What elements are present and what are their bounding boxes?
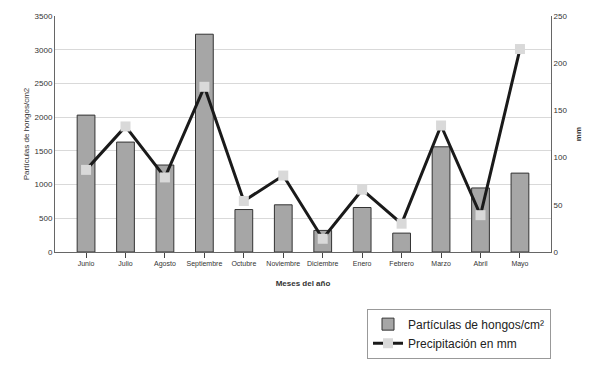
svg-text:Marzo: Marzo xyxy=(431,260,451,267)
svg-text:200: 200 xyxy=(554,59,568,68)
svg-text:Octubre: Octubre xyxy=(231,260,256,267)
svg-text:Diciembre: Diciembre xyxy=(307,260,339,267)
svg-text:0: 0 xyxy=(554,248,559,257)
svg-text:2000: 2000 xyxy=(35,113,53,122)
svg-text:Partículas de hongos/cm²: Partículas de hongos/cm² xyxy=(408,318,544,332)
svg-text:150: 150 xyxy=(554,106,568,115)
svg-text:Febrero: Febrero xyxy=(389,260,414,267)
svg-text:Enero: Enero xyxy=(353,260,372,267)
svg-text:Precipitación en mm: Precipitación en mm xyxy=(408,337,517,351)
svg-text:0: 0 xyxy=(48,248,53,257)
svg-text:Partículas de hongos/cm2: Partículas de hongos/cm2 xyxy=(22,87,31,180)
svg-text:Abril: Abril xyxy=(473,260,487,267)
svg-text:Agosto: Agosto xyxy=(154,260,176,268)
svg-text:1500: 1500 xyxy=(35,147,53,156)
svg-text:3000: 3000 xyxy=(35,46,53,55)
svg-text:250: 250 xyxy=(554,12,568,21)
svg-text:Noviembre: Noviembre xyxy=(266,260,300,267)
svg-text:mm: mm xyxy=(574,127,583,141)
svg-text:Meses del año: Meses del año xyxy=(276,279,331,288)
svg-text:Julio: Julio xyxy=(118,260,133,267)
svg-text:Junio: Junio xyxy=(78,260,95,267)
svg-text:50: 50 xyxy=(554,201,563,210)
svg-text:Septiembre: Septiembre xyxy=(186,260,222,268)
svg-text:100: 100 xyxy=(554,153,568,162)
svg-text:1000: 1000 xyxy=(35,180,53,189)
svg-text:2500: 2500 xyxy=(35,79,53,88)
svg-text:Mayo: Mayo xyxy=(511,260,528,268)
svg-text:500: 500 xyxy=(39,214,53,223)
svg-text:3500: 3500 xyxy=(35,12,53,21)
